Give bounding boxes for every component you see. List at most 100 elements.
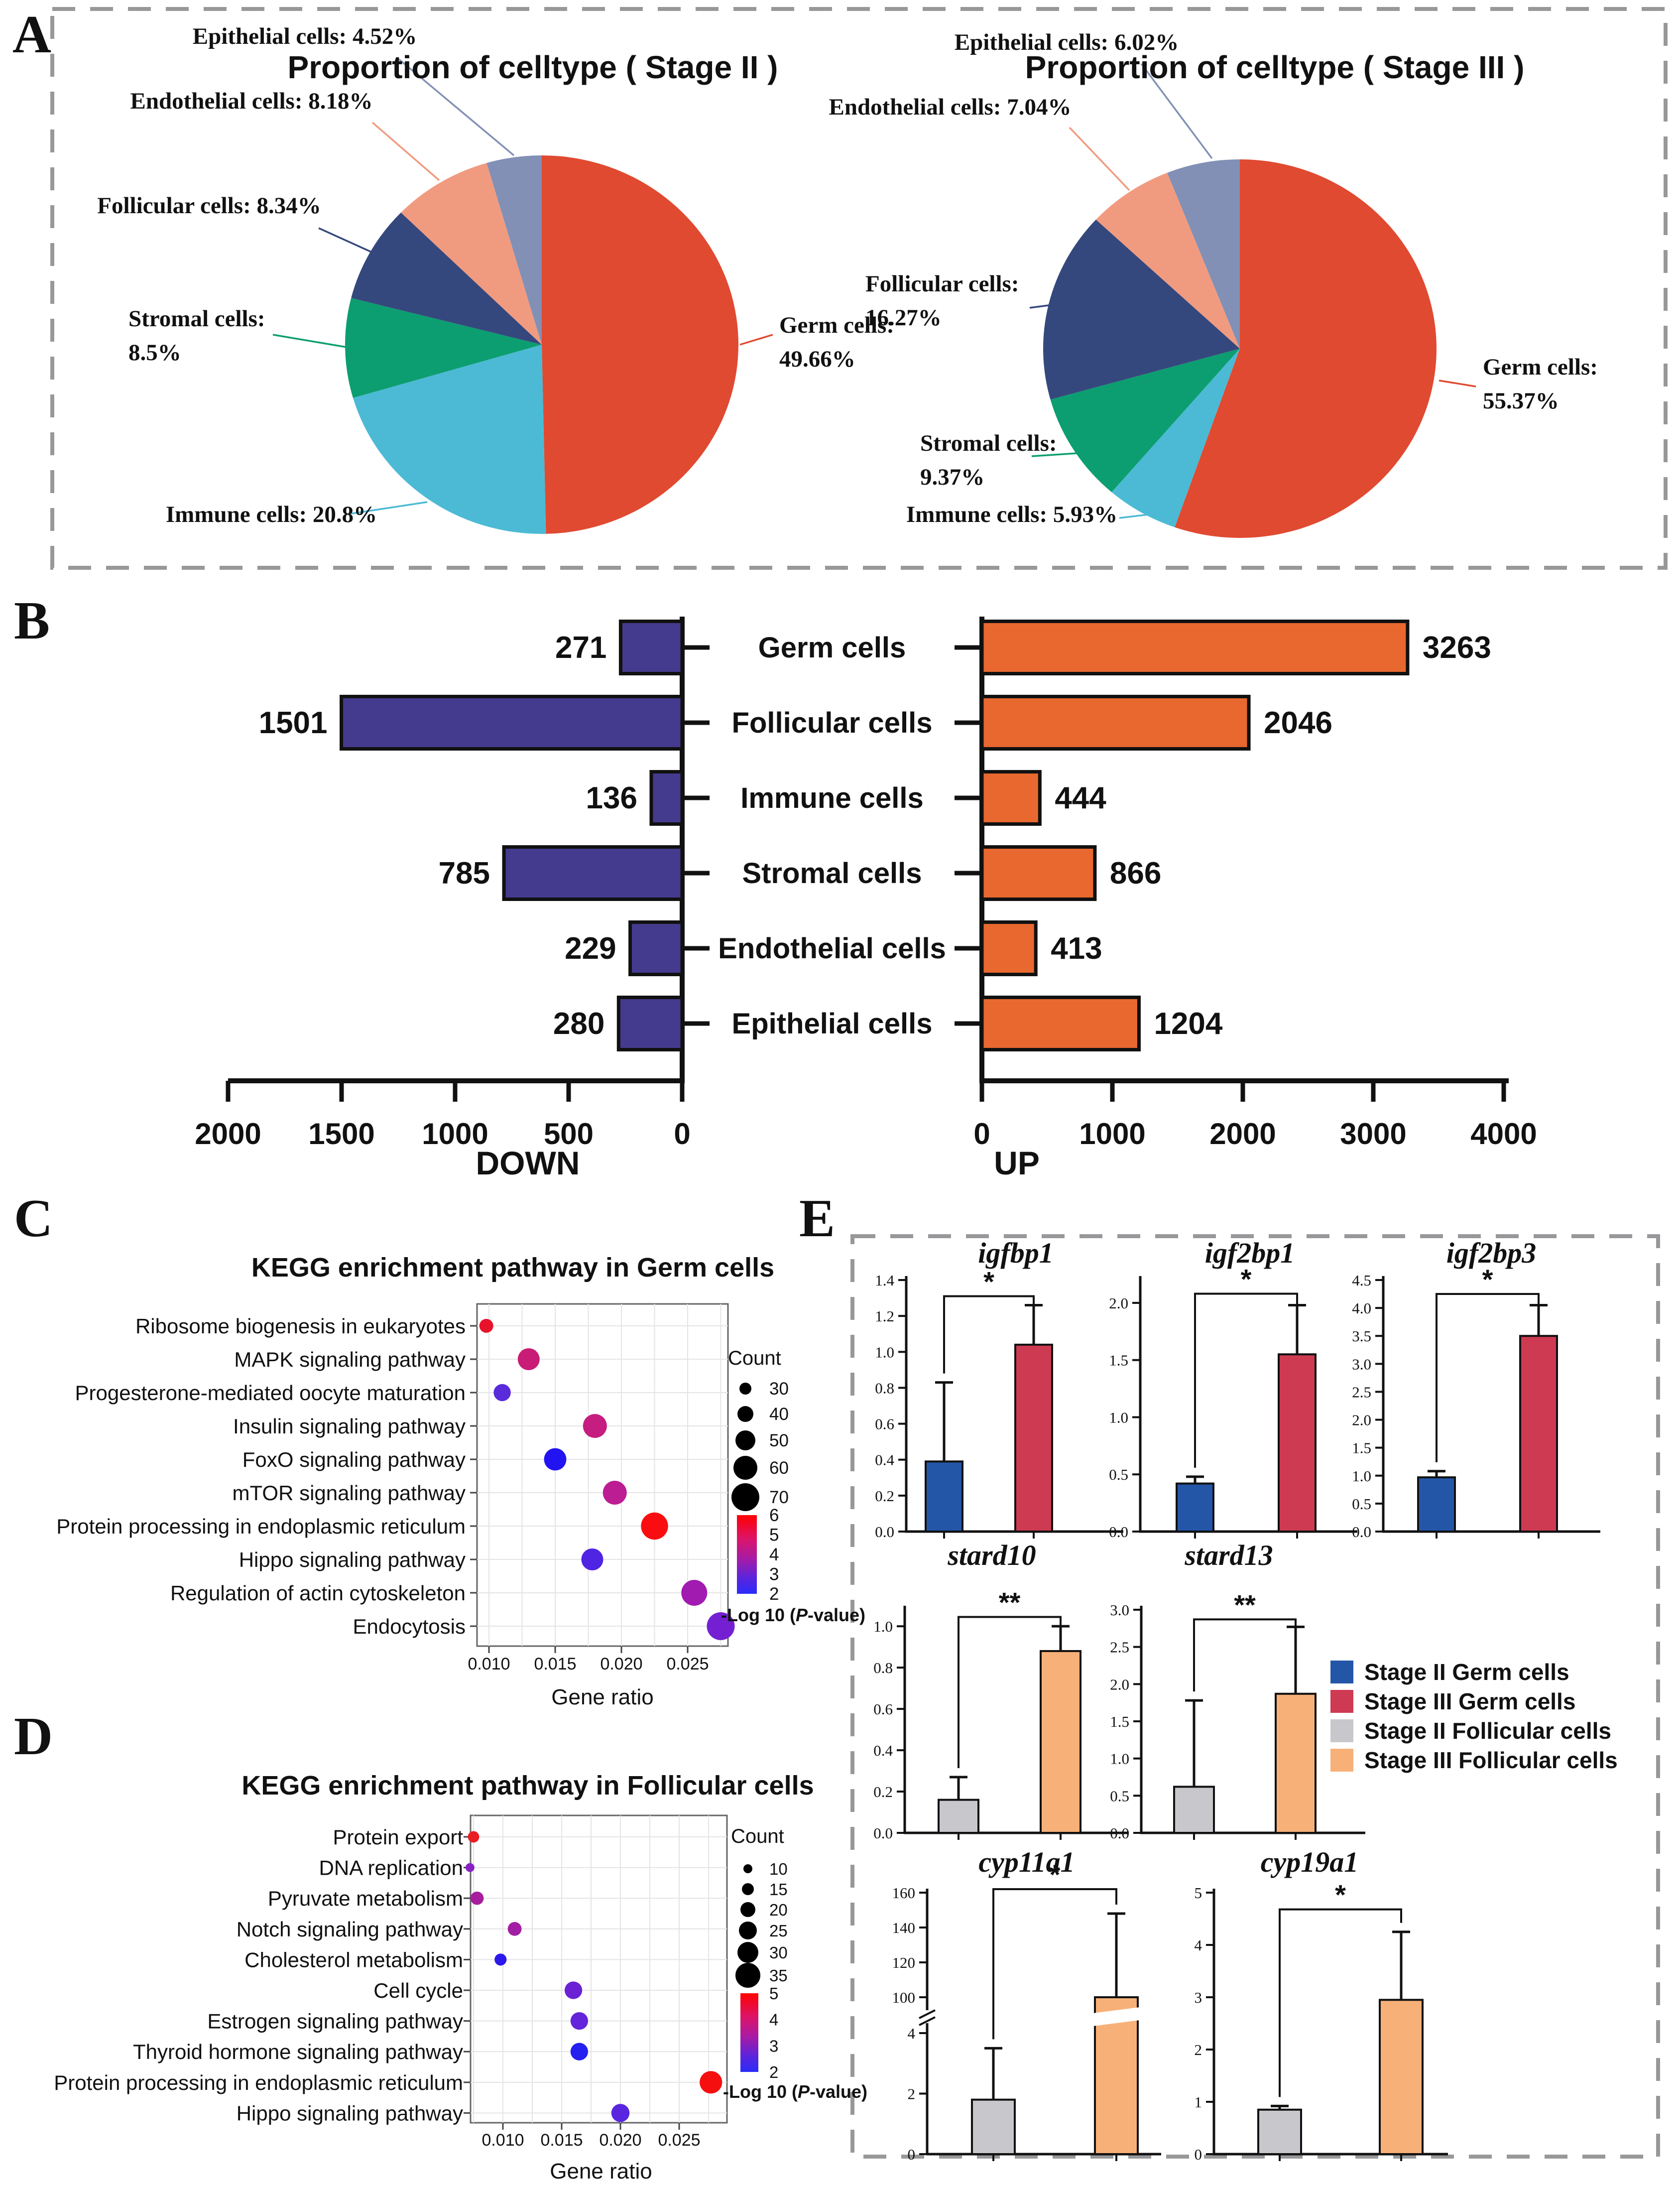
expression-bar xyxy=(1519,1335,1558,1533)
y-tick-label: 2.5 xyxy=(1352,1383,1371,1401)
kegg-germ-xlabel: Gene ratio xyxy=(551,1685,654,1709)
expression-bar xyxy=(1278,1353,1317,1533)
y-tick-label: 0 xyxy=(1195,2146,1202,2163)
count-legend-bubble xyxy=(743,1864,752,1873)
pathway-dot xyxy=(700,2071,722,2094)
pathway-dot xyxy=(583,1414,607,1438)
pathway-label: FoxO signaling pathway xyxy=(242,1448,466,1471)
count-legend-value: 15 xyxy=(769,1880,788,1899)
legend-label: Stage III Germ cells xyxy=(1364,1688,1575,1714)
count-legend-value: 60 xyxy=(769,1458,789,1478)
x-tick-label: 0.015 xyxy=(534,1655,576,1673)
pie-slice-label: Immune cells: 5.93% xyxy=(906,502,1117,527)
count-legend-bubble xyxy=(740,1902,755,1917)
pie-chart-stage2: Germ cells: 49.66% Immune cells: 20.8% Stro… xyxy=(97,23,894,534)
plot-area xyxy=(470,1814,728,2124)
colorbar xyxy=(740,1993,758,2072)
up-x-tick-label: 4000 xyxy=(1470,1117,1537,1151)
colorbar-tick-label: 4 xyxy=(769,2011,778,2029)
count-legend-value: 35 xyxy=(769,1966,788,1985)
count-legend-value: 30 xyxy=(769,1943,788,1962)
pie-leader-line xyxy=(397,58,515,156)
pathway-label: Regulation of actin cytoskeleton xyxy=(170,1581,466,1605)
pie-slice-value: 55.37% xyxy=(1483,388,1559,414)
gene-chart-cyp19a1: cyp19a1 0 1 2 3 4 5 * xyxy=(1195,1846,1448,2163)
caption-part: -value) xyxy=(808,1605,865,1625)
y-tick-label: 0.5 xyxy=(1110,1787,1129,1804)
pathway-dot xyxy=(517,1348,540,1370)
count-legend-bubble xyxy=(735,1430,755,1450)
y-tick-label: 5 xyxy=(1195,1884,1202,1902)
y-tick-label: 0 xyxy=(908,2146,916,2163)
panel-a-border xyxy=(50,7,1668,570)
significance-star: ** xyxy=(1234,1589,1256,1620)
count-legend-value: 10 xyxy=(769,1860,788,1878)
down-bar-value: 271 xyxy=(555,631,606,665)
colorbar-caption: -Log 10 (P-value) xyxy=(721,1605,865,1625)
pathway-dot xyxy=(468,1831,480,1843)
pathway-dot xyxy=(602,1481,627,1505)
significance-bracket xyxy=(1436,1293,1540,1462)
gene-chart-igf2bp3: igf2bp3 0.0 0.5 1.0 1.5 2.0 2.5 3.0 3.5 4.0 4.5 * xyxy=(1352,1237,1600,1541)
legend-swatch xyxy=(1330,1661,1353,1683)
pathway-label: Endocytosis xyxy=(353,1615,466,1638)
caption-italic-p: P xyxy=(798,2081,810,2102)
down-x-tick-label: 1000 xyxy=(422,1117,488,1151)
pathway-dot xyxy=(707,1612,735,1640)
pathway-label: Pyruvate metabolism xyxy=(268,1887,463,1910)
up-bar-value: 866 xyxy=(1110,856,1161,891)
down-bar xyxy=(502,845,684,901)
y-tick-label: 1.0 xyxy=(875,1343,894,1361)
up-bar-value: 3263 xyxy=(1423,631,1491,665)
caption-part: -value) xyxy=(810,2081,867,2102)
pathway-label: mTOR signaling pathway xyxy=(233,1481,466,1505)
colorbar-tick-label: 3 xyxy=(769,2037,778,2055)
down-x-tick-label: 500 xyxy=(544,1117,594,1151)
bar-break-gap xyxy=(1093,2007,1140,2026)
pie-slice-value: 9.37% xyxy=(920,464,984,490)
gene-chart-igfbp1: igfbp1 0.0 0.2 0.4 0.6 0.8 1.0 1.2 1.4 * xyxy=(875,1237,1123,1541)
expression-bar xyxy=(1014,1343,1053,1533)
count-legend-bubble xyxy=(739,1383,751,1395)
y-tick-label: 0.4 xyxy=(875,1451,894,1469)
pie-slice xyxy=(1167,159,1240,349)
significance-bracket xyxy=(1194,1292,1298,1468)
pathway-dot xyxy=(470,1891,484,1905)
y-tick-label: 1.0 xyxy=(1109,1409,1128,1426)
pie-leader-line xyxy=(1069,127,1130,191)
pie-slice-value: 49.66% xyxy=(779,346,855,372)
pie-slice-label: Germ cells: xyxy=(779,312,894,338)
down-bar xyxy=(618,620,684,675)
y-tick-label: 1.5 xyxy=(1110,1713,1129,1730)
panel-e-border xyxy=(850,1234,1660,2159)
axis-break-mark xyxy=(919,2009,936,2019)
pathway-dot xyxy=(465,1863,475,1872)
pie-slice xyxy=(1043,219,1240,400)
expression-bar xyxy=(925,1460,963,1533)
cell-type-label: Stromal cells xyxy=(742,857,922,890)
up-axis-label: UP xyxy=(994,1145,1040,1181)
count-legend-value: 70 xyxy=(769,1488,789,1507)
up-bar xyxy=(980,996,1141,1051)
significance-star: * xyxy=(983,1266,994,1297)
y-tick-label: 4.0 xyxy=(1352,1299,1371,1317)
colorbar-tick-label: 2 xyxy=(769,1584,779,1604)
cell-type-label: Germ cells xyxy=(758,632,906,664)
legend-label: Stage II Follicular cells xyxy=(1364,1718,1611,1744)
y-tick-label: 0.2 xyxy=(873,1783,893,1800)
pie-slice-label: Epithelial cells: 4.52% xyxy=(193,23,417,49)
expression-bar xyxy=(938,1799,979,1834)
gene-title: igfbp1 xyxy=(978,1237,1053,1269)
x-tick-label: 0.015 xyxy=(540,2131,583,2150)
x-tick-label: 0.020 xyxy=(600,1655,642,1673)
gene-title: igf2bp3 xyxy=(1446,1237,1536,1269)
down-x-tick-label: 1500 xyxy=(308,1117,374,1151)
x-tick-label: 0.020 xyxy=(599,2131,641,2150)
pie-slice xyxy=(401,163,542,345)
pathway-label: DNA replication xyxy=(319,1856,463,1880)
pie-leader-line xyxy=(1031,451,1093,457)
legend-swatch xyxy=(1330,1690,1353,1713)
down-x-tick-label: 0 xyxy=(674,1117,690,1151)
